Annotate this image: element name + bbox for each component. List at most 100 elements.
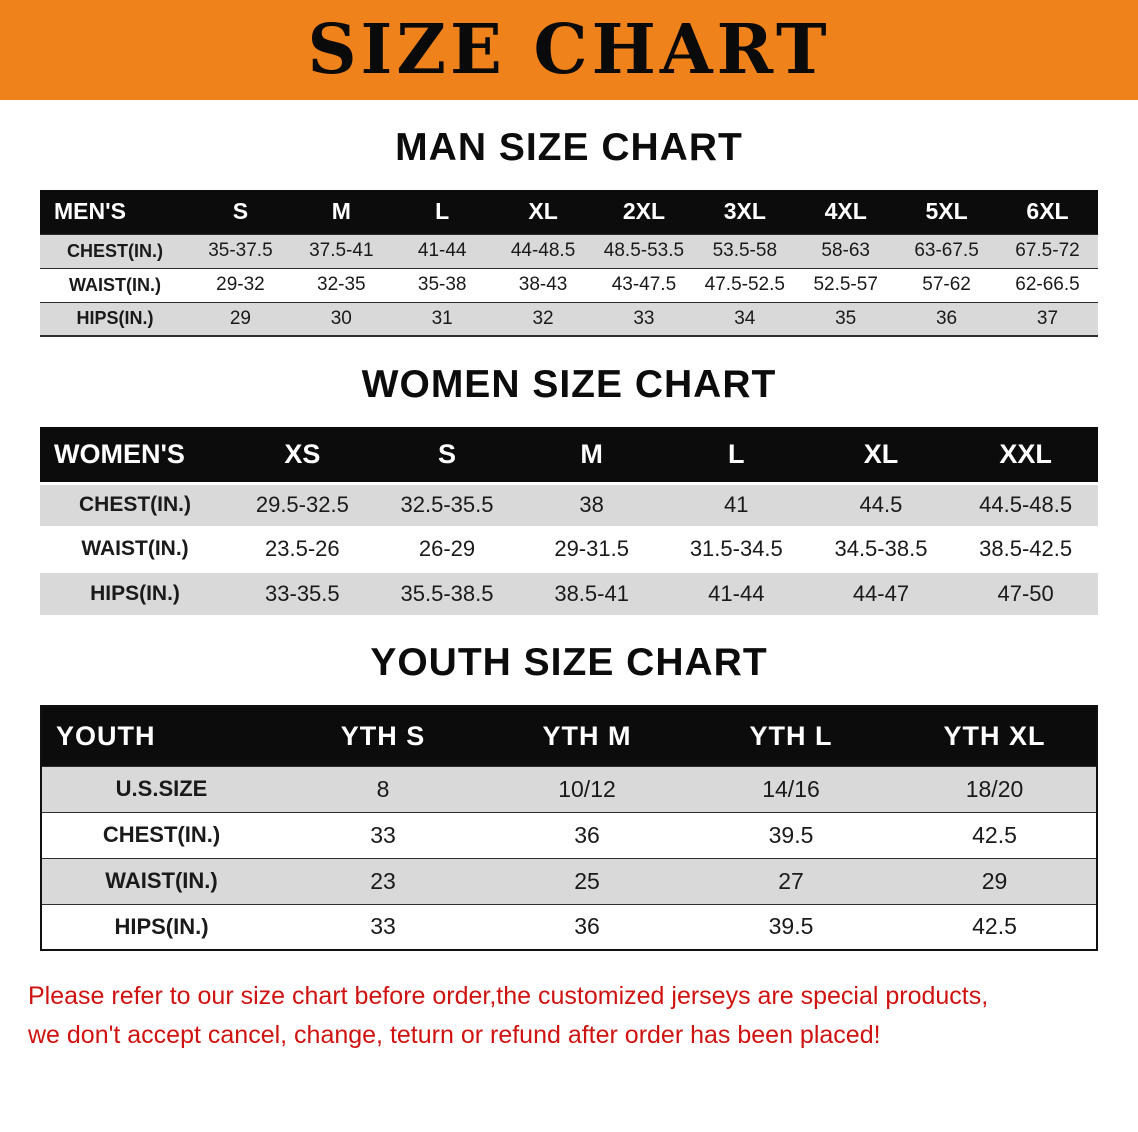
table-header-cell: S <box>374 427 520 483</box>
size-chart-banner: SIZE CHART <box>0 0 1138 100</box>
row-label: WAIST(IN.) <box>81 537 189 560</box>
table-row: WAIST(IN.) 23 25 27 29 <box>41 858 1097 904</box>
youth-section: YOUTH SIZE CHART YOUTH YTH S YTH M YTH L… <box>0 641 1138 951</box>
women-size-table: WOMEN'S XS S M L XL XXL CHEST(IN.) 29.5-… <box>40 427 1098 615</box>
table-header-cell: MEN'S <box>40 190 190 234</box>
row-label: HIPS(IN.) <box>76 308 154 329</box>
size-value: 26-29 <box>418 536 476 561</box>
table-header-cell: XL <box>492 190 594 234</box>
table-header-cell: S <box>190 190 291 234</box>
size-value: 10/12 <box>558 775 616 802</box>
size-value: 34 <box>734 307 756 329</box>
size-value: 39.5 <box>768 821 814 848</box>
size-value: 37 <box>1036 307 1059 329</box>
table-header-cell: 5XL <box>896 190 997 234</box>
size-value: 67.5-72 <box>1015 240 1080 261</box>
size-value: 35-37.5 <box>208 240 273 261</box>
size-value: 29 <box>981 867 1008 894</box>
size-value: 35 <box>835 307 857 329</box>
table-row: HIPS(IN.) 33-35.5 35.5-38.5 38.5-41 41-4… <box>40 571 1098 615</box>
table-header-cell: M <box>290 190 392 234</box>
youth-size-table: YOUTH YTH S YTH M YTH L YTH XL U.S.SIZE … <box>40 705 1098 951</box>
size-value: 29 <box>229 307 251 329</box>
row-label: CHEST(IN.) <box>67 240 163 261</box>
size-value: 27 <box>778 867 804 894</box>
men-section-title: MAN SIZE CHART <box>395 126 743 169</box>
size-value: 29-32 <box>216 274 265 295</box>
row-label: U.S.SIZE <box>115 776 208 801</box>
size-value: 36 <box>574 821 600 848</box>
size-value: 8 <box>376 775 390 802</box>
men-size-table: MEN'S S M L XL 2XL 3XL 4XL 5XL 6XL CHEST… <box>40 190 1098 337</box>
size-value: 62-66.5 <box>1015 274 1080 295</box>
footer-note-line2: we don't accept cancel, change, teturn o… <box>28 1020 881 1049</box>
row-label: WAIST(IN.) <box>105 868 218 893</box>
size-value: 53.5-58 <box>712 240 778 261</box>
size-value: 32.5-35.5 <box>400 492 494 517</box>
women-section: WOMEN SIZE CHART WOMEN'S XS S M L XL XXL… <box>0 363 1138 615</box>
size-value: 29.5-32.5 <box>255 492 349 517</box>
footer-note-line1: Please refer to our size chart before or… <box>28 982 989 1010</box>
size-value: 42.5 <box>972 821 1017 848</box>
size-value: 58-63 <box>821 240 870 261</box>
table-row: HIPS(IN.) 33 36 39.5 42.5 <box>41 904 1097 950</box>
table-header-cell: YOUTH <box>41 706 281 766</box>
youth-header-row: YOUTH YTH S YTH M YTH L YTH XL <box>41 706 1097 766</box>
women-section-title: WOMEN SIZE CHART <box>361 363 777 406</box>
row-label: CHEST(IN.) <box>79 493 191 516</box>
size-value: 38 <box>579 492 604 517</box>
size-value: 44.5-48.5 <box>979 492 1073 517</box>
table-header-cell: 6XL <box>997 190 1098 234</box>
table-row: CHEST(IN.) 33 36 39.5 42.5 <box>41 812 1097 858</box>
row-label: CHEST(IN.) <box>102 822 221 847</box>
size-value: 57-62 <box>922 274 971 295</box>
men-header-row: MEN'S S M L XL 2XL 3XL 4XL 5XL 6XL <box>40 190 1098 234</box>
size-value: 32 <box>532 307 554 329</box>
table-header-cell: XL <box>808 427 954 483</box>
size-value: 42.5 <box>972 913 1017 940</box>
size-value: 32-35 <box>317 274 366 295</box>
table-header-cell: YTH XL <box>893 706 1097 766</box>
footer-note: Please refer to our size chart before or… <box>28 977 1110 1055</box>
size-value: 47-50 <box>997 580 1054 606</box>
men-section: MAN SIZE CHART MEN'S S M L XL 2XL 3XL 4X… <box>0 126 1138 337</box>
table-row: WAIST(IN.) 23.5-26 26-29 29-31.5 31.5-34… <box>40 527 1098 571</box>
table-header-cell: XXL <box>953 427 1098 483</box>
size-value: 38-43 <box>518 274 568 295</box>
women-header-row: WOMEN'S XS S M L XL XXL <box>40 427 1098 483</box>
size-value: 34.5-38.5 <box>834 536 928 561</box>
table-header-cell: L <box>391 190 493 234</box>
size-value: 41-44 <box>417 240 467 261</box>
size-value: 30 <box>330 307 352 329</box>
table-row: WAIST(IN.) 29-32 32-35 35-38 38-43 43-47… <box>40 268 1098 302</box>
table-header-cell: 4XL <box>795 190 897 234</box>
size-value: 52.5-57 <box>813 274 878 295</box>
table-header-cell: L <box>663 427 809 483</box>
size-value: 35.5-38.5 <box>400 580 494 606</box>
size-value: 31.5-34.5 <box>689 536 783 561</box>
size-value: 31 <box>431 307 453 329</box>
table-header-cell: M <box>519 427 664 483</box>
size-value: 29-31.5 <box>554 536 629 561</box>
size-value: 18/20 <box>965 775 1024 802</box>
size-value: 44-47 <box>852 580 910 606</box>
size-value: 35-38 <box>417 274 467 295</box>
size-value: 33 <box>633 307 655 329</box>
size-value: 23.5-26 <box>265 536 340 561</box>
size-value: 23 <box>370 867 396 894</box>
row-label: HIPS(IN.) <box>114 913 209 939</box>
table-row: HIPS(IN.) 29 30 31 32 33 34 35 36 37 <box>40 302 1098 336</box>
size-value: 33 <box>370 821 396 848</box>
table-row: CHEST(IN.) 35-37.5 37.5-41 41-44 44-48.5… <box>40 234 1098 268</box>
table-header-cell: YTH M <box>485 706 689 766</box>
size-value: 14/16 <box>762 775 820 802</box>
size-value: 41 <box>724 492 749 517</box>
size-value: 37.5-41 <box>309 240 374 261</box>
table-header-cell: WOMEN'S <box>40 427 230 483</box>
table-row: CHEST(IN.) 29.5-32.5 32.5-35.5 38 41 44.… <box>40 483 1098 527</box>
size-value: 63-67.5 <box>914 240 979 261</box>
size-value: 48.5-53.5 <box>603 240 685 261</box>
size-value: 36 <box>574 913 600 940</box>
size-value: 41-44 <box>708 580 765 606</box>
size-value: 38.5-42.5 <box>979 536 1073 561</box>
